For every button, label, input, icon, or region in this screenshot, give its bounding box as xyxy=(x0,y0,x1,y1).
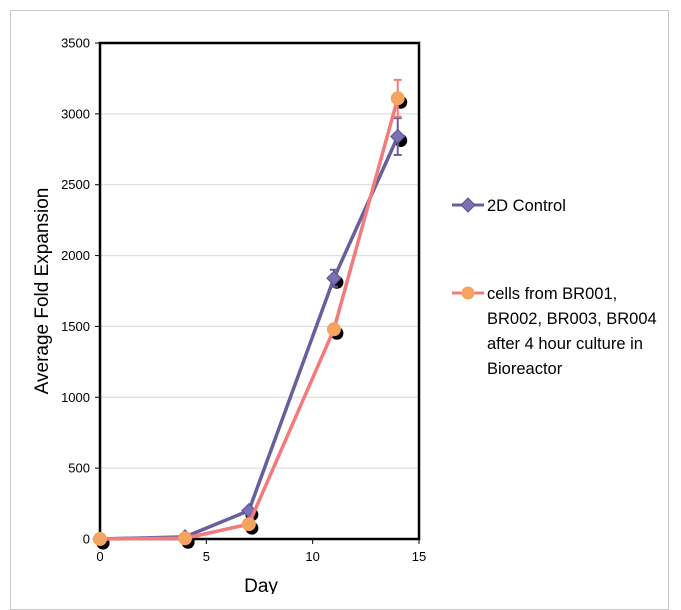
legend-label-bioreactor-line-1: cells from BR001, xyxy=(487,285,617,303)
x-tick-label: 10 xyxy=(305,549,319,564)
series-2 xyxy=(93,78,408,550)
data-point xyxy=(390,128,406,145)
gridlines xyxy=(100,42,419,540)
legend-label-bioreactor-line-4: Bioreactor xyxy=(487,360,563,378)
y-tick-label: 2000 xyxy=(61,248,90,263)
y-tick-label: 1000 xyxy=(61,390,90,405)
y-tick-label: 0 xyxy=(83,532,90,547)
y-tick-label: 1500 xyxy=(61,319,90,334)
data-point xyxy=(241,517,256,532)
y-tick-label: 2500 xyxy=(61,177,90,192)
y-tick-label: 3500 xyxy=(61,36,90,51)
line-chart: 0 500 1000 1500 2000 2500 3000 3500 0 5 10 15 Aver… xyxy=(32,36,657,595)
legend-label-bioreactor-line-2: BR002, BR003, BR004 xyxy=(487,310,657,328)
x-tick-label: 15 xyxy=(412,549,426,564)
series-1 xyxy=(92,117,408,550)
legend: 2D Control cells from BR001, BR002, BR00… xyxy=(452,197,657,378)
y-tick-label: 500 xyxy=(68,461,90,476)
y-axis-title: Average Fold Expansion xyxy=(32,188,53,395)
data-point xyxy=(326,322,341,337)
data-point xyxy=(178,531,193,546)
diamond-marker-icon xyxy=(460,197,476,213)
legend-item-2d-control: 2D Control xyxy=(452,197,566,215)
data-point xyxy=(326,270,342,286)
data-point xyxy=(390,91,405,106)
y-tick-label: 3000 xyxy=(61,106,90,121)
legend-label-2d-control: 2D Control xyxy=(487,197,566,215)
series-layer xyxy=(92,78,408,550)
series-line xyxy=(99,135,400,541)
x-axis-title: Day xyxy=(244,576,278,594)
series-line xyxy=(99,97,400,541)
x-tick-label: 0 xyxy=(96,549,103,564)
x-tick-label: 5 xyxy=(203,549,210,564)
legend-item-bioreactor: cells from BR001, BR002, BR003, BR004 af… xyxy=(452,285,657,378)
y-axis: 0 500 1000 1500 2000 2500 3000 3500 xyxy=(61,36,100,547)
x-axis: 0 5 10 15 xyxy=(96,539,426,564)
circle-marker-icon xyxy=(461,286,475,300)
legend-label-bioreactor-line-3: after 4 hour culture in xyxy=(487,335,643,353)
data-point xyxy=(93,532,107,546)
plot-area xyxy=(98,41,421,541)
